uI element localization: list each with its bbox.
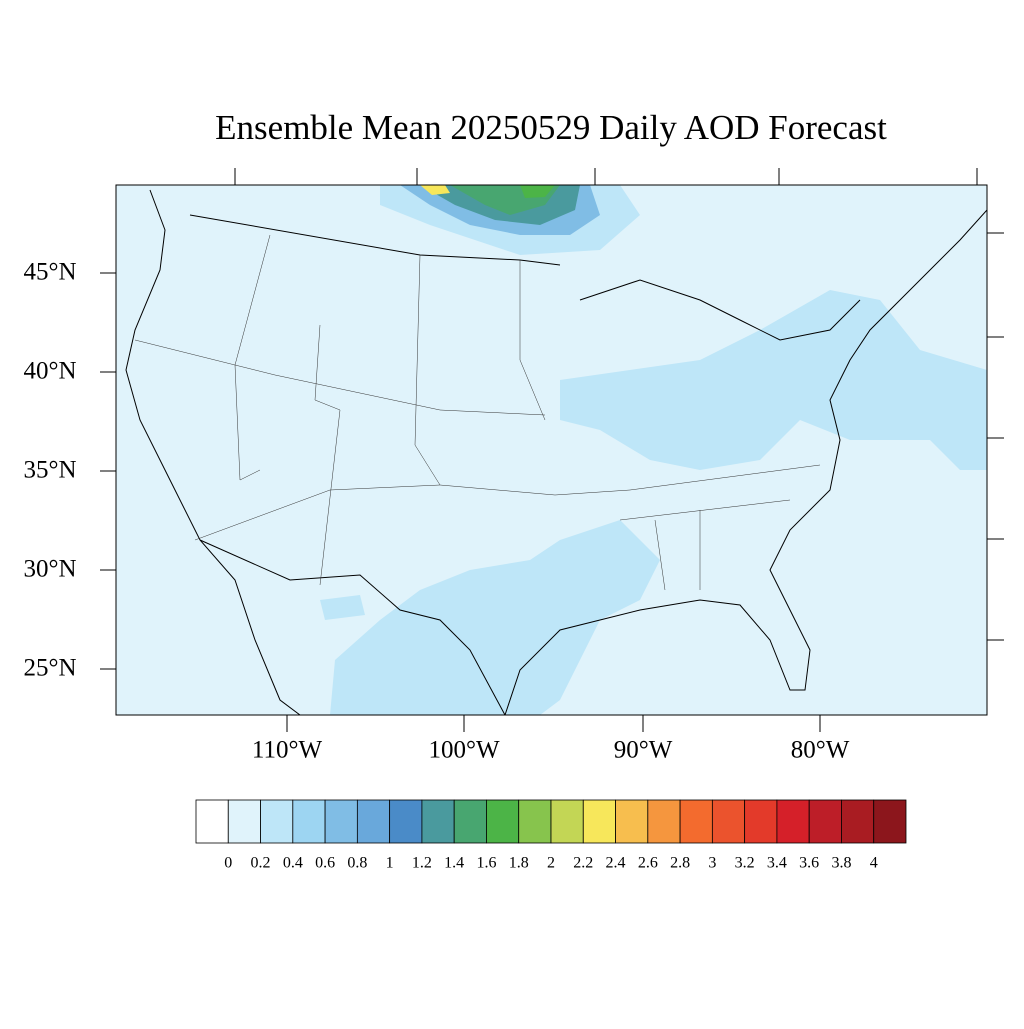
colorbar-label: 0.8 [347, 855, 367, 872]
lat-label: 25°N [23, 655, 76, 682]
colorbar-box [292, 799, 326, 844]
colorbar-box [744, 799, 778, 844]
colorbar-box [486, 799, 520, 844]
lat-label: 35°N [23, 457, 76, 484]
lon-label: 90°W [614, 737, 673, 764]
colorbar-label: 1.6 [476, 855, 496, 872]
map-field [116, 185, 987, 715]
colorbar-box [518, 799, 552, 844]
colorbar-box [873, 799, 907, 844]
colorbar-label: 1 [386, 855, 394, 872]
colorbar-label: 1.2 [412, 855, 432, 872]
map-frame [115, 184, 988, 716]
colorbar-box [582, 799, 616, 844]
title: Ensemble Mean 20250529 Daily AOD Forecas… [215, 108, 887, 147]
colorbar-label: 1.4 [444, 855, 464, 872]
lat-label: 40°N [23, 358, 76, 385]
colorbar-label: 1.8 [509, 855, 529, 872]
colorbar-box [711, 799, 746, 844]
colorbar-label: 2 [547, 855, 555, 872]
colorbar-box [841, 799, 875, 844]
colorbar-box [776, 799, 810, 844]
lon-label: 100°W [428, 737, 499, 764]
colorbar-box [679, 799, 713, 844]
colorbar-box [260, 799, 294, 844]
colorbar-box [227, 799, 261, 844]
colorbar-label: 0.2 [251, 855, 271, 872]
colorbar-label: 0.6 [315, 855, 335, 872]
colorbar-box [615, 799, 649, 844]
lat-label: 30°N [23, 556, 76, 583]
colorbar-box [324, 799, 358, 844]
colorbar-label: 2.8 [670, 855, 690, 872]
colorbar-box [550, 799, 584, 844]
colorbar-label: 3.6 [799, 855, 819, 872]
lon-label: 80°W [791, 737, 850, 764]
colorbar-label: 3.2 [735, 855, 755, 872]
colorbar-label: 2.2 [573, 855, 593, 872]
colorbar-box [453, 799, 487, 844]
lat-label: 45°N [23, 259, 76, 286]
map-ticks [100, 168, 1004, 732]
colorbar-box [421, 799, 455, 844]
colorbar-box [647, 799, 681, 844]
colorbar-label: 2.4 [606, 855, 626, 872]
colorbar-label: 3 [708, 855, 716, 872]
colorbar-box [389, 799, 423, 844]
colorbar-box [808, 799, 842, 844]
colorbar-label: 2.6 [638, 855, 658, 872]
colorbar-label: 0.4 [283, 855, 303, 872]
colorbar-label: 3.8 [831, 855, 851, 872]
lon-label: 110°W [252, 737, 323, 764]
colorbar-box [195, 799, 229, 844]
colorbar-label: 3.4 [767, 855, 787, 872]
colorbar-label: 4 [870, 855, 878, 872]
colorbar-label: 0 [224, 855, 232, 872]
colorbar-box [356, 799, 391, 844]
